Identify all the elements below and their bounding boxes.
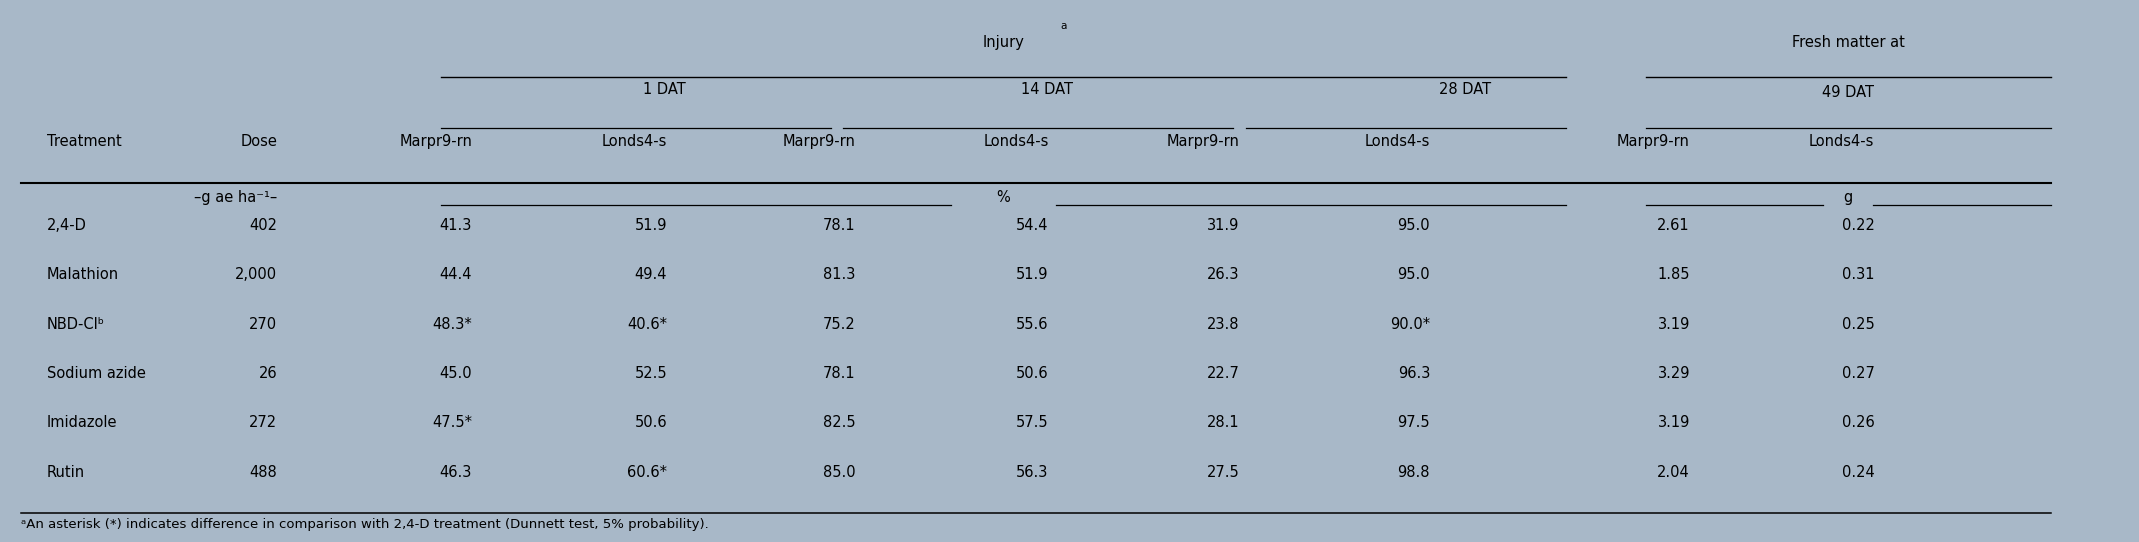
Text: 488: 488 — [250, 465, 278, 480]
Text: Londs4-s: Londs4-s — [601, 134, 667, 149]
Text: 41.3: 41.3 — [441, 218, 473, 233]
Text: 51.9: 51.9 — [635, 218, 667, 233]
Text: Marpr9-rn: Marpr9-rn — [783, 134, 856, 149]
Text: 0.25: 0.25 — [1842, 317, 1874, 332]
Text: 2.61: 2.61 — [1658, 218, 1690, 233]
Text: NBD-Clᵇ: NBD-Clᵇ — [47, 317, 105, 332]
Text: 3.29: 3.29 — [1658, 366, 1690, 381]
Text: Injury: Injury — [982, 35, 1025, 50]
Text: Treatment: Treatment — [47, 134, 122, 149]
Text: Londs4-s: Londs4-s — [984, 134, 1048, 149]
Text: 81.3: 81.3 — [824, 267, 856, 282]
Text: 0.26: 0.26 — [1842, 416, 1874, 430]
Text: 95.0: 95.0 — [1397, 218, 1431, 233]
Text: 52.5: 52.5 — [635, 366, 667, 381]
Text: 49.4: 49.4 — [635, 267, 667, 282]
Text: 22.7: 22.7 — [1206, 366, 1238, 381]
Text: 50.6: 50.6 — [635, 416, 667, 430]
Text: 97.5: 97.5 — [1397, 416, 1431, 430]
Text: 26: 26 — [259, 366, 278, 381]
Text: 40.6*: 40.6* — [627, 317, 667, 332]
Text: 3.19: 3.19 — [1658, 416, 1690, 430]
Text: 96.3: 96.3 — [1397, 366, 1431, 381]
Text: 54.4: 54.4 — [1016, 218, 1048, 233]
Text: Dose: Dose — [240, 134, 278, 149]
Text: 49 DAT: 49 DAT — [1822, 85, 1874, 100]
Text: 14 DAT: 14 DAT — [1022, 82, 1074, 98]
Text: 47.5*: 47.5* — [432, 416, 473, 430]
Text: Imidazole: Imidazole — [47, 416, 118, 430]
Text: 31.9: 31.9 — [1206, 218, 1238, 233]
Text: 82.5: 82.5 — [824, 416, 856, 430]
Text: Londs4-s: Londs4-s — [1810, 134, 1874, 149]
Text: 98.8: 98.8 — [1397, 465, 1431, 480]
Text: 0.24: 0.24 — [1842, 465, 1874, 480]
Text: 272: 272 — [248, 416, 278, 430]
Text: a: a — [1061, 21, 1067, 31]
Text: Sodium azide: Sodium azide — [47, 366, 145, 381]
Text: 46.3: 46.3 — [441, 465, 473, 480]
Text: Marpr9-rn: Marpr9-rn — [1617, 134, 1690, 149]
Text: 27.5: 27.5 — [1206, 465, 1238, 480]
Text: 0.27: 0.27 — [1842, 366, 1874, 381]
Text: g: g — [1844, 190, 1852, 205]
Text: Rutin: Rutin — [47, 465, 86, 480]
Text: –g ae ha⁻¹–: –g ae ha⁻¹– — [195, 190, 278, 205]
Text: Marpr9-rn: Marpr9-rn — [400, 134, 473, 149]
Text: %: % — [997, 190, 1010, 205]
Text: 44.4: 44.4 — [441, 267, 473, 282]
Text: 1 DAT: 1 DAT — [642, 82, 684, 98]
Text: 78.1: 78.1 — [824, 366, 856, 381]
Text: 45.0: 45.0 — [438, 366, 473, 381]
Text: 23.8: 23.8 — [1206, 317, 1238, 332]
Text: 0.31: 0.31 — [1842, 267, 1874, 282]
Text: 95.0: 95.0 — [1397, 267, 1431, 282]
Text: 57.5: 57.5 — [1016, 416, 1048, 430]
Text: 2.04: 2.04 — [1658, 465, 1690, 480]
Text: 50.6: 50.6 — [1016, 366, 1048, 381]
Text: Malathion: Malathion — [47, 267, 118, 282]
Text: 51.9: 51.9 — [1016, 267, 1048, 282]
Text: Londs4-s: Londs4-s — [1365, 134, 1431, 149]
Text: 2,000: 2,000 — [235, 267, 278, 282]
Text: 28 DAT: 28 DAT — [1440, 82, 1491, 98]
Text: 78.1: 78.1 — [824, 218, 856, 233]
Text: 0.22: 0.22 — [1842, 218, 1874, 233]
Text: Marpr9-rn: Marpr9-rn — [1166, 134, 1238, 149]
Text: 48.3*: 48.3* — [432, 317, 473, 332]
Text: 402: 402 — [248, 218, 278, 233]
Text: 270: 270 — [248, 317, 278, 332]
Text: ᵃAn asterisk (*) indicates difference in comparison with 2,4-D treatment (Dunnet: ᵃAn asterisk (*) indicates difference in… — [21, 518, 710, 531]
Text: Fresh matter at: Fresh matter at — [1792, 35, 1904, 50]
Text: 28.1: 28.1 — [1206, 416, 1238, 430]
Text: 56.3: 56.3 — [1016, 465, 1048, 480]
Text: 1.85: 1.85 — [1658, 267, 1690, 282]
Text: 2,4-D: 2,4-D — [47, 218, 86, 233]
Text: 60.6*: 60.6* — [627, 465, 667, 480]
Text: 26.3: 26.3 — [1206, 267, 1238, 282]
Text: 55.6: 55.6 — [1016, 317, 1048, 332]
Text: 3.19: 3.19 — [1658, 317, 1690, 332]
Text: 75.2: 75.2 — [824, 317, 856, 332]
Text: 90.0*: 90.0* — [1390, 317, 1431, 332]
Text: 85.0: 85.0 — [824, 465, 856, 480]
